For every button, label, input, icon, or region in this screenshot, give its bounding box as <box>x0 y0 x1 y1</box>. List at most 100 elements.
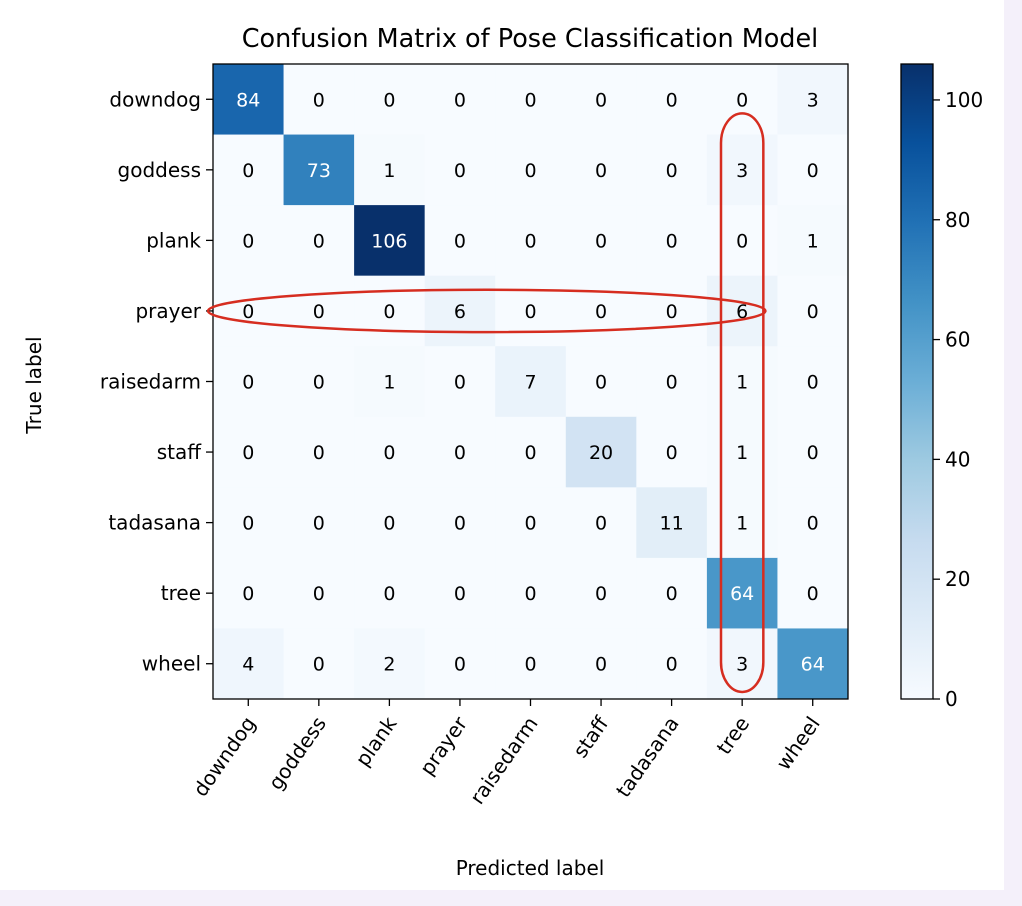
matrix-cell <box>777 416 849 488</box>
cell-value-label: 0 <box>666 583 678 605</box>
matrix-cell <box>354 487 426 559</box>
cell-value-label: 0 <box>666 372 678 394</box>
matrix-cell <box>354 205 426 277</box>
matrix-cell <box>213 628 285 700</box>
cell-value-label: 0 <box>524 442 536 464</box>
x-tick-label: wheel <box>771 712 825 774</box>
matrix-cell <box>636 487 708 559</box>
matrix-cell <box>706 487 778 559</box>
y-tick-label: staff <box>157 440 203 464</box>
cell-value-label: 0 <box>242 160 254 182</box>
matrix-cell <box>636 205 708 277</box>
cell-value-label: 0 <box>454 583 466 605</box>
cell-value-label: 0 <box>454 89 466 111</box>
matrix-cell <box>777 275 849 347</box>
x-tick-label: goddess <box>263 712 331 794</box>
matrix-cell <box>213 416 285 488</box>
matrix-cell <box>495 557 567 629</box>
x-tick-label: downdog <box>188 712 260 801</box>
cell-value-label: 7 <box>524 372 536 394</box>
matrix-cell <box>424 487 496 559</box>
cell-value-label: 0 <box>313 654 325 676</box>
cell-value-label: 0 <box>524 89 536 111</box>
cell-value-label: 0 <box>666 442 678 464</box>
matrix-cell <box>213 205 285 277</box>
cell-value-label: 0 <box>313 442 325 464</box>
matrix-cell <box>213 487 285 559</box>
cell-value-label: 0 <box>242 442 254 464</box>
matrix-cell <box>354 557 426 629</box>
x-tick-label: staff <box>568 711 614 762</box>
column-highlight-ellipse <box>719 112 765 694</box>
matrix-cell <box>495 346 567 418</box>
cell-value-label: 0 <box>666 160 678 182</box>
x-tick-label: prayer <box>415 711 473 779</box>
cell-value-label: 0 <box>313 583 325 605</box>
cell-value-label: 0 <box>454 372 466 394</box>
cell-value-label: 3 <box>736 160 748 182</box>
matrix-cell <box>706 416 778 488</box>
cell-value-label: 0 <box>313 89 325 111</box>
matrix-cell <box>636 346 708 418</box>
matrix-cell <box>565 64 637 136</box>
colorbar-tick-label: 20 <box>945 567 970 591</box>
matrix-cell <box>283 275 355 347</box>
matrix-cell <box>706 628 778 700</box>
cell-value-label: 0 <box>313 372 325 394</box>
cell-value-label: 0 <box>524 301 536 323</box>
y-tick-label: tree <box>161 581 201 605</box>
cell-value-label: 0 <box>595 160 607 182</box>
cell-value-label: 64 <box>730 583 754 605</box>
cell-value-label: 1 <box>383 372 395 394</box>
cell-value-label: 0 <box>807 301 819 323</box>
cell-value-label: 0 <box>595 583 607 605</box>
matrix-cell <box>213 134 285 206</box>
matrix-cell <box>495 205 567 277</box>
matrix-cell <box>213 64 285 136</box>
matrix-cell <box>283 205 355 277</box>
matrix-cell <box>636 416 708 488</box>
cell-value-label: 0 <box>807 160 819 182</box>
cell-value-label: 1 <box>736 513 748 535</box>
y-tick-label: wheel <box>142 652 201 676</box>
matrix-cell <box>636 64 708 136</box>
cell-value-label: 0 <box>595 301 607 323</box>
cell-value-label: 0 <box>454 230 466 252</box>
cell-value-label: 0 <box>242 301 254 323</box>
cell-value-label: 0 <box>524 654 536 676</box>
matrix-cell <box>283 64 355 136</box>
matrix-cell <box>213 346 285 418</box>
matrix-cell <box>777 346 849 418</box>
matrix-cell <box>424 205 496 277</box>
cell-value-label: 0 <box>313 301 325 323</box>
cell-value-label: 1 <box>736 372 748 394</box>
matrix-cell <box>565 205 637 277</box>
cell-value-label: 0 <box>383 89 395 111</box>
cell-value-label: 6 <box>736 301 748 323</box>
matrix-cell <box>495 134 567 206</box>
cell-value-label: 0 <box>242 583 254 605</box>
matrix-cell <box>354 64 426 136</box>
cell-value-label: 1 <box>383 160 395 182</box>
x-tick-label: raisedarm <box>465 712 543 809</box>
colorbar-tick-label: 40 <box>945 447 970 471</box>
matrix-cell <box>354 628 426 700</box>
cell-value-label: 0 <box>454 442 466 464</box>
matrix-cell <box>283 487 355 559</box>
colorbar <box>900 63 934 700</box>
matrix-cell <box>706 205 778 277</box>
cell-value-label: 0 <box>595 513 607 535</box>
cell-value-label: 84 <box>236 89 260 111</box>
cell-value-label: 0 <box>313 513 325 535</box>
matrix-cell <box>565 487 637 559</box>
matrix-cell <box>706 64 778 136</box>
cell-value-label: 3 <box>807 89 819 111</box>
matrix-cell <box>354 416 426 488</box>
matrix-cell <box>777 628 849 700</box>
cell-value-label: 0 <box>383 513 395 535</box>
cell-value-label: 0 <box>736 230 748 252</box>
cell-value-label: 0 <box>807 442 819 464</box>
matrix-cell <box>424 557 496 629</box>
colorbar-tick-label: 60 <box>945 328 970 352</box>
